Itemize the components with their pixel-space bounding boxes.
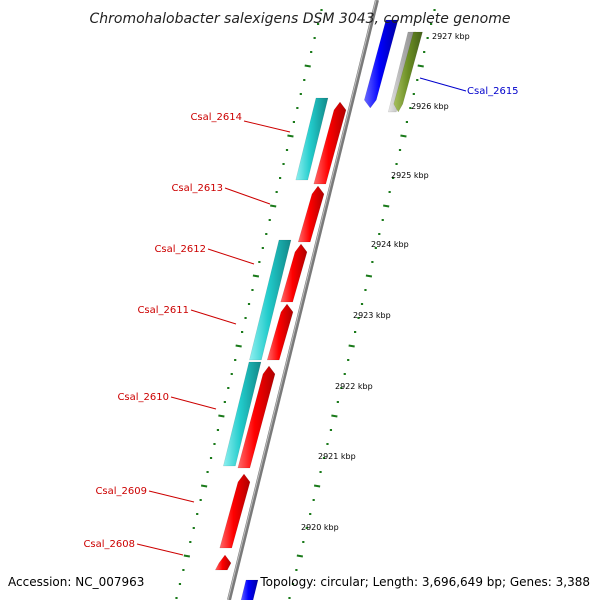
leader-csal-2608: [136, 543, 184, 556]
gene-label-csal-2608[interactable]: Csal_2608: [83, 539, 135, 550]
gene-forward-bottom[interactable]: [240, 579, 259, 600]
leader-csal-2615: [419, 77, 467, 92]
leader-csal-2609: [148, 490, 195, 503]
gene-csal-2615-cds[interactable]: [364, 19, 399, 109]
kbp-tick-marks-inner: [288, 9, 436, 599]
kbp-label-2924: 2924 kbp: [371, 240, 409, 249]
kbp-tick-marks-outer: [175, 9, 323, 599]
gene-label-csal-2611[interactable]: Csal_2611: [137, 305, 189, 316]
outer-track-tick: [200, 484, 208, 488]
kbp-label-2923: 2923 kbp: [353, 311, 391, 320]
genome-backbone: [227, 0, 379, 600]
outer-track-tick: [235, 344, 242, 348]
leader-csal-2612: [207, 248, 255, 265]
leader-csal-2610: [170, 396, 217, 410]
outer-track-tick: [270, 204, 277, 208]
inner-track-tick: [313, 484, 321, 488]
gene-csal-2609[interactable]: [219, 473, 251, 549]
gene-label-leader-lines: [136, 77, 467, 556]
kbp-label-2927: 2927 kbp: [432, 32, 470, 41]
map-title: Chromohalobacter salexigens DSM 3043, co…: [90, 11, 511, 27]
inner-track-tick: [331, 414, 338, 418]
gene-label-csal-2614[interactable]: Csal_2614: [190, 112, 242, 123]
gene-csal-2615[interactable]: [393, 31, 423, 113]
gene-csal-2610[interactable]: [237, 365, 276, 469]
genome-backbone-highlight: [227, 0, 377, 600]
cds-feature-csal-2614[interactable]: [295, 97, 329, 181]
gene-features: [214, 19, 423, 600]
accession-text: Accession: NC_007963: [8, 575, 144, 589]
outer-track-tick: [304, 64, 311, 68]
leader-csal-2614: [243, 120, 291, 133]
gene-label-csal-2615[interactable]: Csal_2615: [467, 86, 519, 97]
leader-csal-2613: [224, 187, 271, 205]
gene-label-csal-2610[interactable]: Csal_2610: [117, 392, 169, 403]
kbp-label-2925: 2925 kbp: [391, 171, 429, 180]
cds-feature-csal-2610[interactable]: [223, 361, 262, 467]
gene-csal-2611[interactable]: [266, 303, 294, 361]
outer-track-tick: [183, 554, 191, 558]
genome-summary-text: Topology: circular; Length: 3,696,649 bp…: [259, 575, 590, 589]
gene-csal-2612[interactable]: [280, 243, 308, 303]
gene-csal-2613[interactable]: [297, 185, 325, 243]
inner-track-tick: [348, 344, 355, 348]
kbp-label-2926: 2926 kbp: [411, 102, 449, 111]
gene-label-csal-2613[interactable]: Csal_2613: [171, 183, 223, 194]
inner-track-tick: [417, 64, 424, 68]
outer-track-tick: [287, 134, 294, 138]
kbp-label-2922: 2922 kbp: [335, 382, 373, 391]
leader-csal-2611: [190, 309, 237, 325]
gene-csal-2614[interactable]: [313, 101, 347, 185]
kbp-label-2920: 2920 kbp: [301, 523, 339, 532]
gene-label-csal-2612[interactable]: Csal_2612: [154, 244, 206, 255]
kbp-label-2921: 2921 kbp: [318, 452, 356, 461]
outer-track-tick: [218, 414, 225, 418]
cds-feature-csal-2612-2611[interactable]: [249, 239, 292, 361]
gene-label-csal-2609[interactable]: Csal_2609: [95, 486, 147, 497]
outer-track-tick: [252, 274, 260, 278]
inner-track-tick: [383, 204, 390, 208]
inner-track-tick: [296, 554, 304, 558]
inner-track-tick: [400, 134, 407, 138]
gene-csal-2608[interactable]: [214, 554, 232, 571]
inner-track-tick: [365, 274, 373, 278]
